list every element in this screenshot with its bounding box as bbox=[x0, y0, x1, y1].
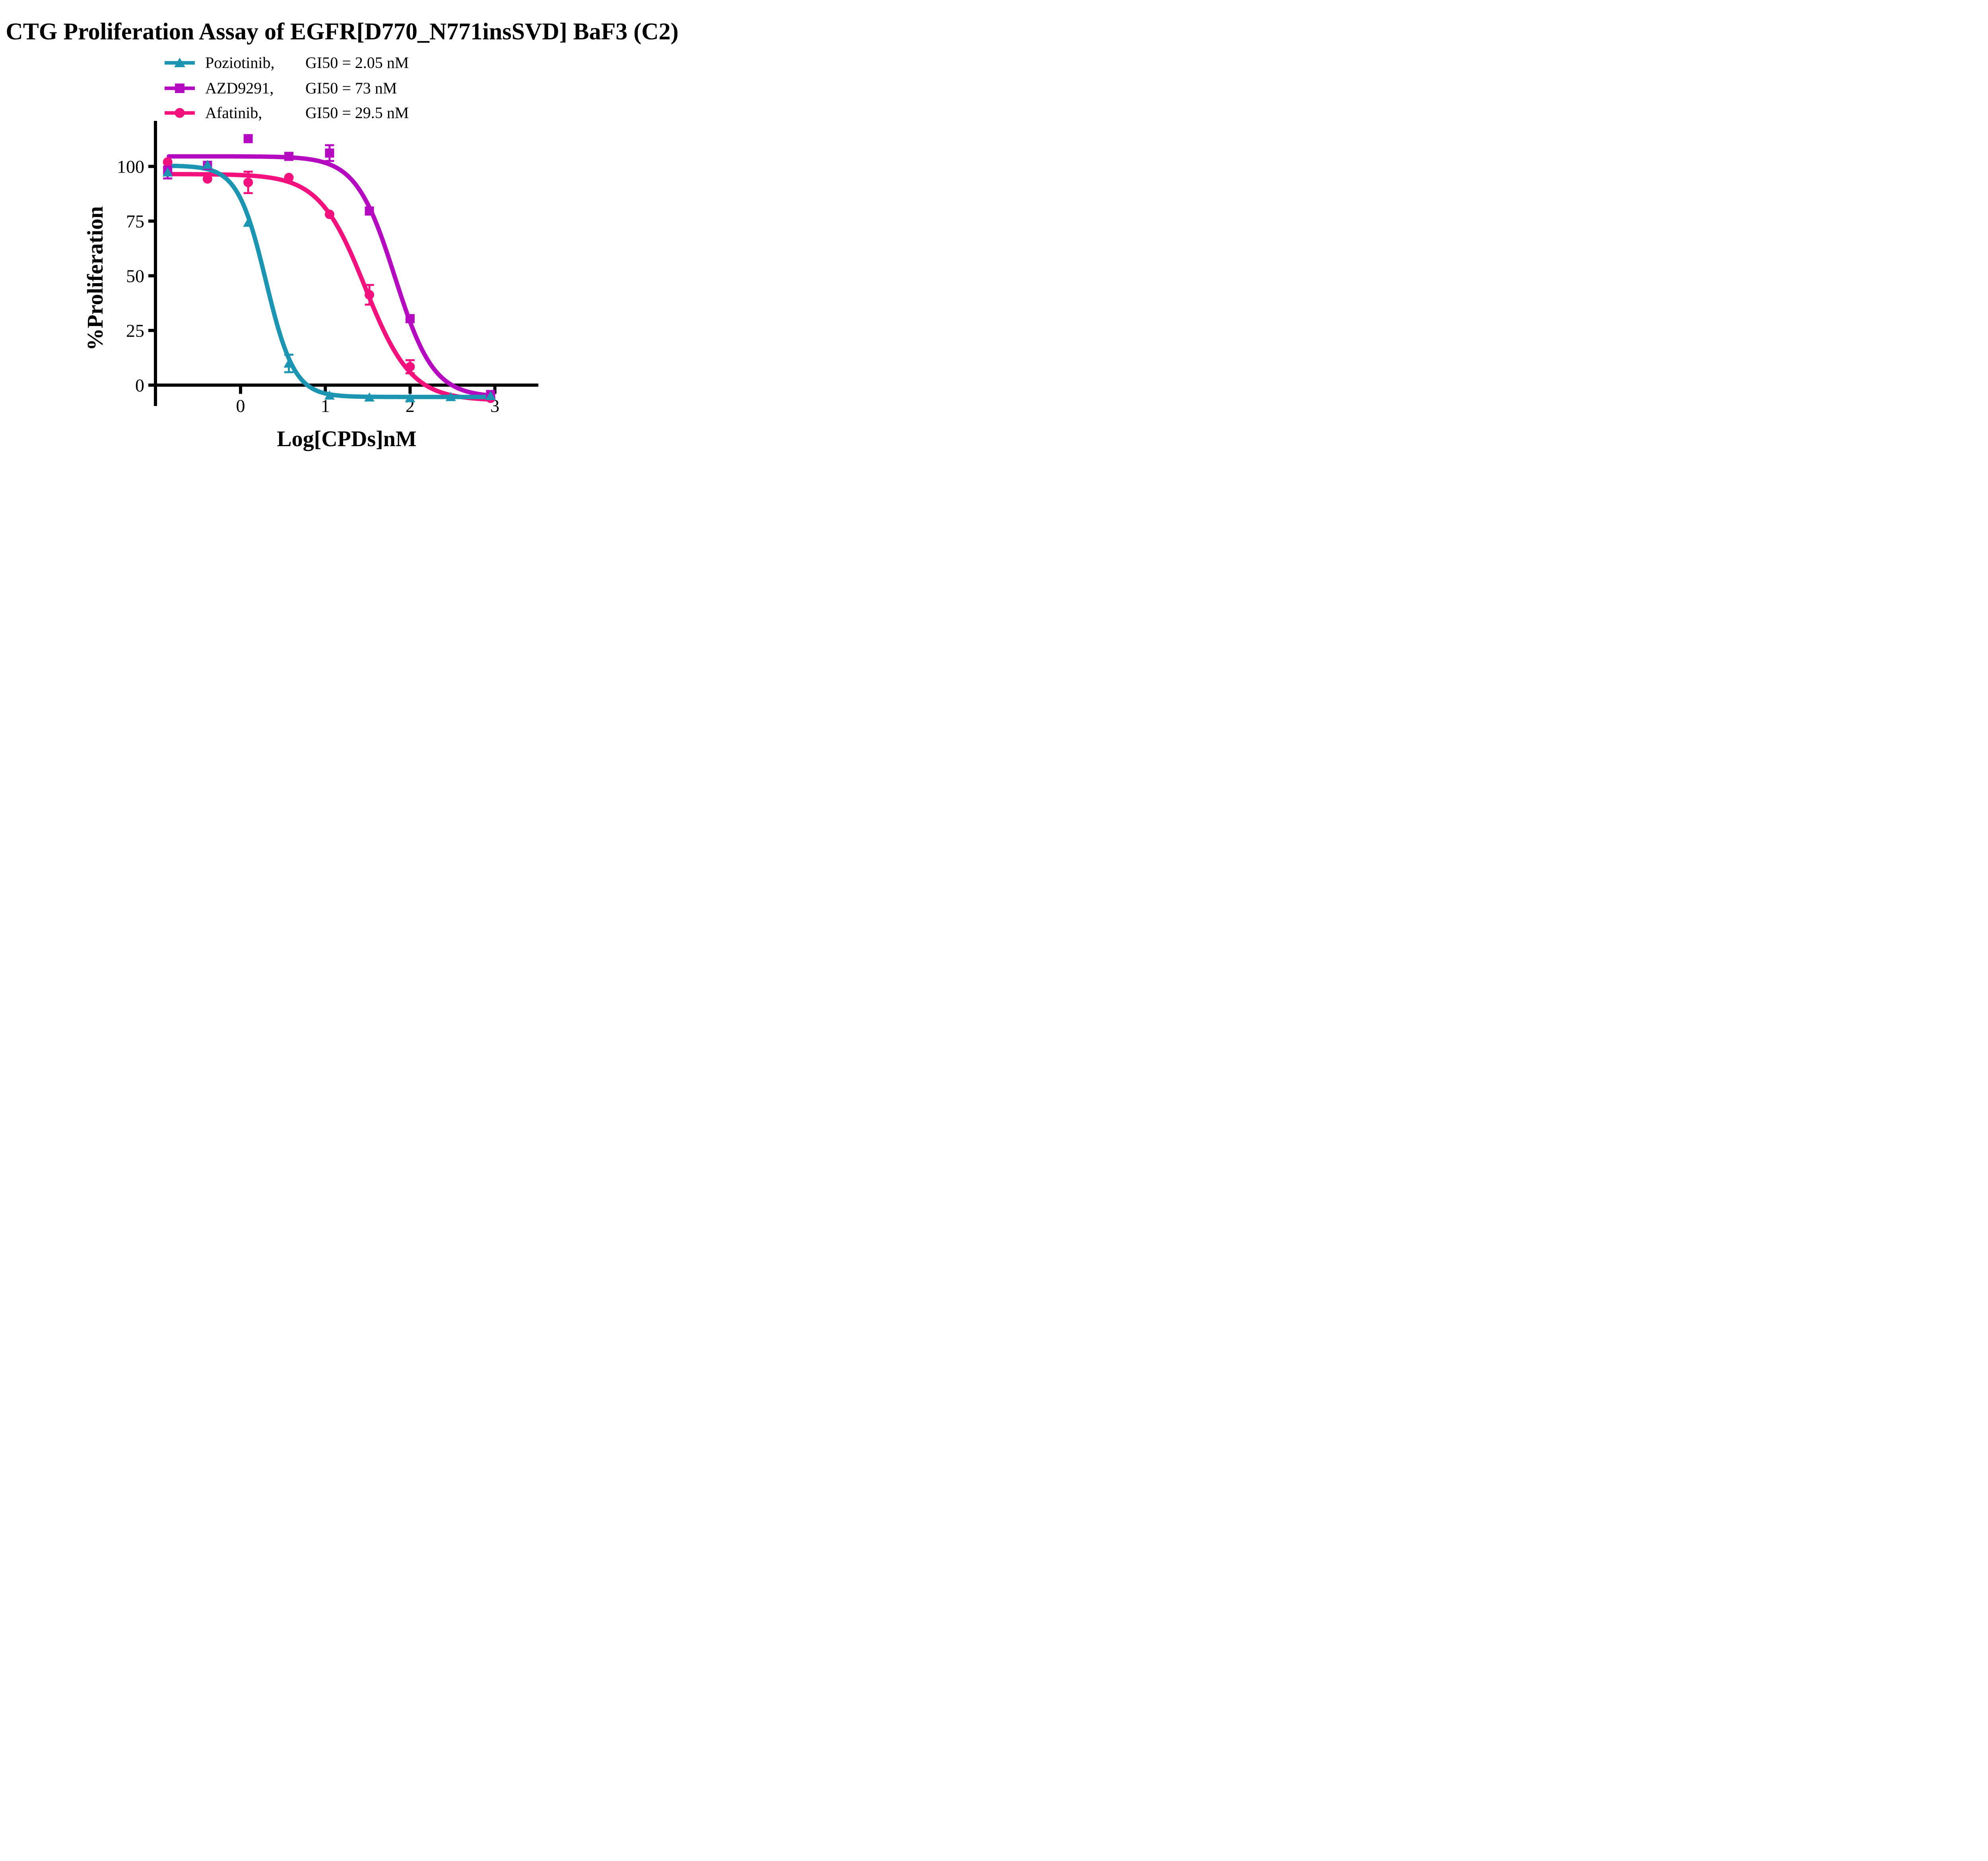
curve-poziotinib bbox=[167, 163, 493, 399]
marker-afatinib-4 bbox=[324, 209, 334, 219]
y-tick-label-50: 50 bbox=[126, 266, 144, 286]
legend-triangle-icon bbox=[165, 58, 195, 67]
marker-azd9291-2 bbox=[243, 134, 253, 144]
marker-poziotinib-3 bbox=[283, 358, 294, 368]
x-axis-title: Log[CPDs]nM bbox=[277, 427, 417, 451]
marker-poziotinib-4 bbox=[324, 390, 335, 400]
curve-azd9291 bbox=[167, 154, 493, 398]
marker-poziotinib-5 bbox=[364, 392, 375, 402]
y-tick-label-25: 25 bbox=[126, 321, 144, 341]
legend-gi50-value: GI50 = 29.5 nM bbox=[305, 104, 409, 122]
marker-azd9291-3 bbox=[284, 152, 294, 161]
legend-item-poziotinib: Poziotinib, GI50 = 2.05 nM bbox=[165, 53, 409, 72]
marker-poziotinib-8 bbox=[485, 390, 496, 400]
curve-afatinib bbox=[167, 172, 493, 402]
legend-label: AZD9291, bbox=[205, 79, 274, 97]
legend-item-afatinib: Afatinib, GI50 = 29.5 nM bbox=[165, 103, 409, 122]
marker-poziotinib-0 bbox=[162, 167, 173, 177]
x-tick-label-1: 1 bbox=[321, 396, 330, 416]
legend-circle-icon bbox=[165, 108, 195, 118]
legend-item-azd9291: AZD9291, GI50 = 73 nM bbox=[165, 79, 397, 98]
y-axis-title: %Proliferation bbox=[83, 206, 108, 351]
legend-square-icon bbox=[165, 84, 195, 93]
legend-label: Poziotinib, bbox=[205, 54, 275, 72]
marker-poziotinib-7 bbox=[445, 392, 456, 401]
marker-azd9291-4 bbox=[325, 148, 334, 158]
marker-azd9291-5 bbox=[365, 206, 374, 216]
x-tick-label-0: 0 bbox=[236, 396, 245, 416]
marker-poziotinib-2 bbox=[243, 218, 254, 227]
y-tick-label-75: 75 bbox=[126, 211, 144, 231]
marker-afatinib-0 bbox=[163, 157, 173, 167]
y-tick-label-100: 100 bbox=[117, 157, 144, 177]
y-tick-label-0: 0 bbox=[135, 375, 144, 396]
marker-poziotinib-6 bbox=[405, 393, 415, 402]
legend-gi50-value: GI50 = 73 nM bbox=[305, 79, 397, 97]
marker-afatinib-5 bbox=[365, 290, 375, 300]
marker-afatinib-2 bbox=[243, 177, 253, 187]
marker-azd9291-6 bbox=[405, 314, 415, 323]
legend-gi50-value: GI50 = 2.05 nM bbox=[305, 54, 409, 72]
marker-afatinib-6 bbox=[405, 362, 415, 372]
marker-poziotinib-1 bbox=[202, 159, 213, 169]
marker-afatinib-3 bbox=[284, 173, 294, 183]
legend-label: Afatinib, bbox=[205, 104, 262, 122]
marker-afatinib-1 bbox=[202, 174, 212, 184]
figure-canvas: CTG Proliferation Assay of EGFR[D770_N77… bbox=[0, 0, 684, 465]
chart-title: CTG Proliferation Assay of EGFR[D770_N77… bbox=[6, 18, 679, 45]
